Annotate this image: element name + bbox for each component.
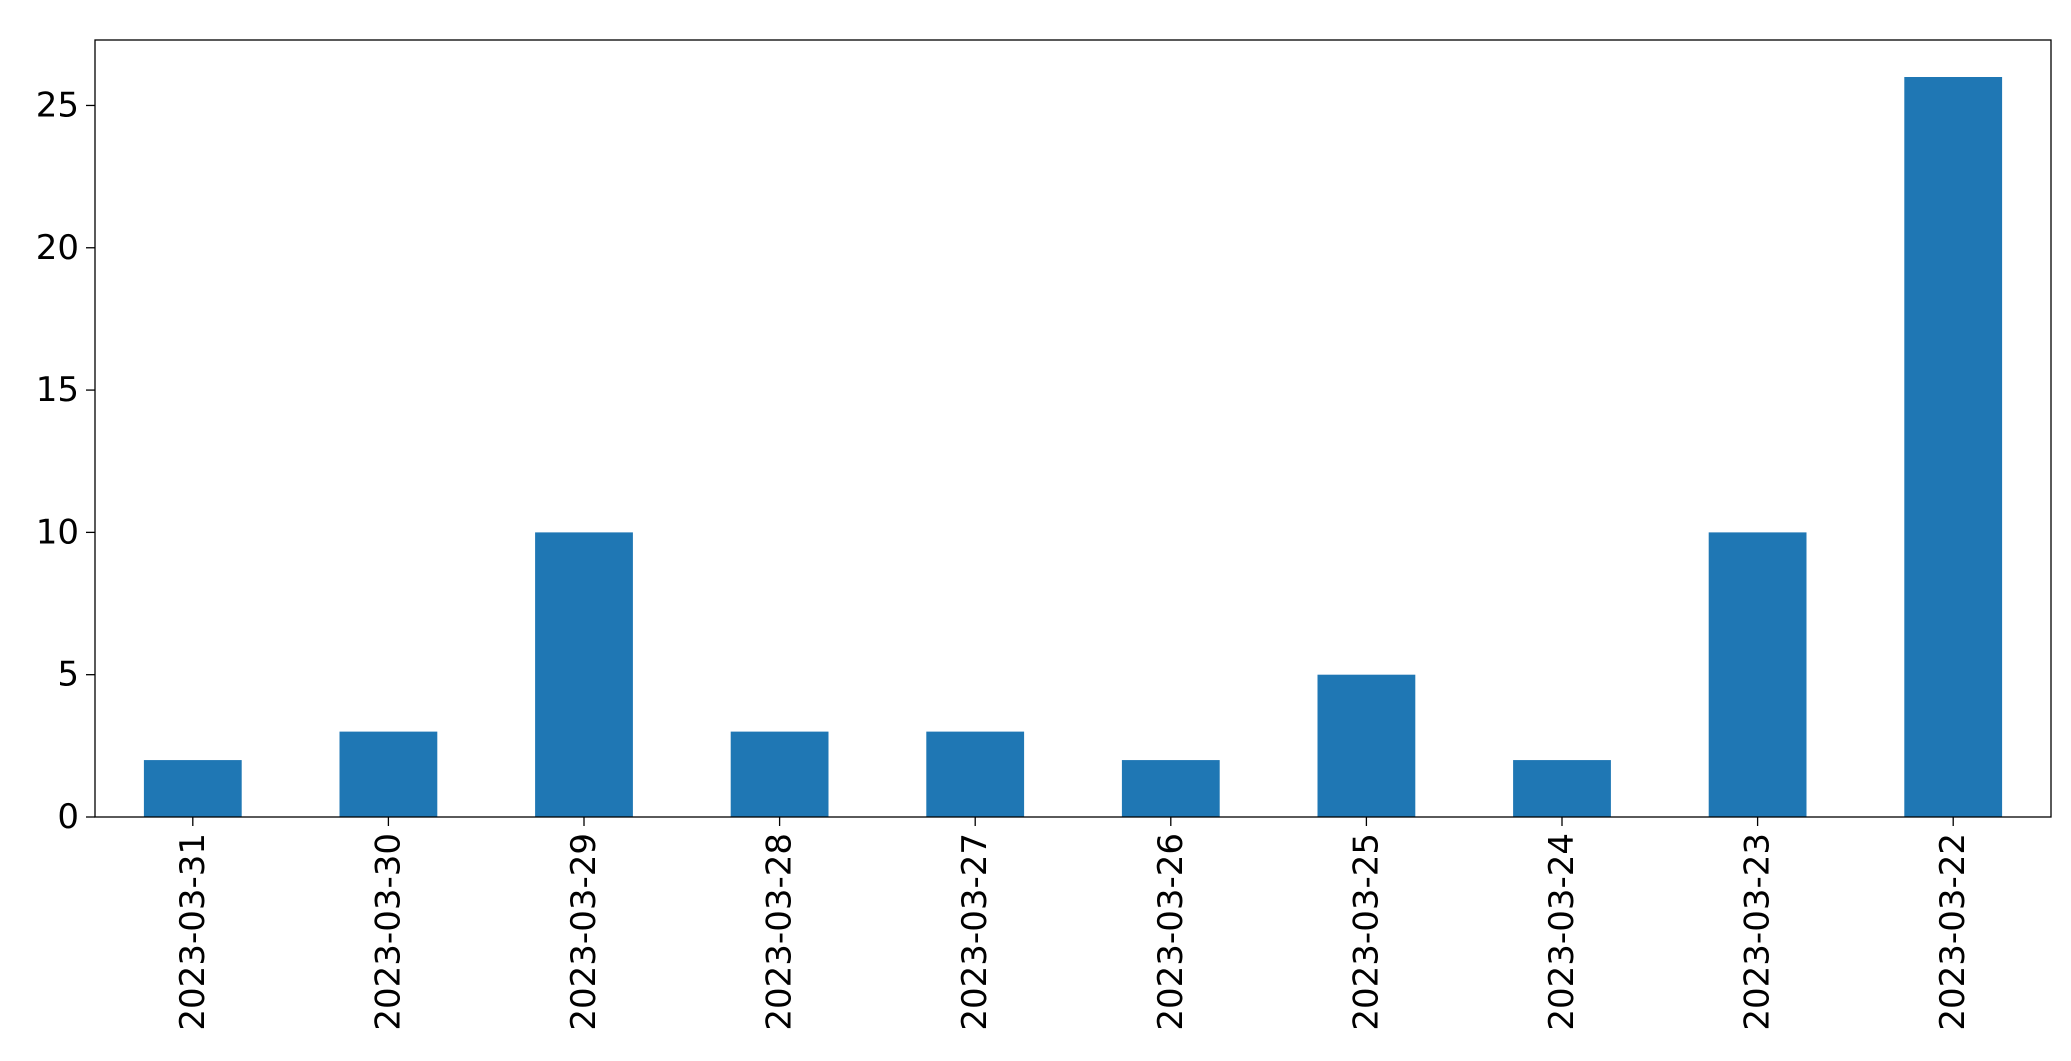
- x-tick-label: 2023-03-29: [564, 833, 604, 1031]
- y-tick-label: 20: [36, 228, 79, 268]
- y-tick-label: 10: [36, 512, 79, 552]
- bar: [1904, 77, 2003, 817]
- x-tick-label: 2023-03-27: [955, 833, 995, 1031]
- x-tick-label: 2023-03-25: [1346, 833, 1386, 1031]
- bar: [1708, 532, 1807, 817]
- x-tick-label: 2023-03-26: [1151, 833, 1191, 1031]
- y-tick-label: 15: [36, 370, 79, 410]
- x-tick-label: 2023-03-30: [368, 833, 408, 1031]
- bar: [339, 731, 438, 817]
- bar: [143, 760, 242, 817]
- plot-frame: [94, 39, 2052, 818]
- bar: [926, 731, 1025, 817]
- y-tick-label: 5: [57, 655, 79, 695]
- bar: [1513, 760, 1611, 817]
- x-tick-label: 2023-03-28: [760, 833, 800, 1031]
- bar: [1317, 674, 1416, 817]
- y-tick-label: 0: [57, 797, 79, 837]
- x-tick-label: 2023-03-31: [173, 833, 213, 1031]
- bar: [730, 731, 829, 817]
- y-tick-label: 25: [36, 85, 79, 125]
- bar: [535, 532, 633, 817]
- bar: [1121, 760, 1220, 817]
- x-tick-label: 2023-03-23: [1738, 833, 1778, 1031]
- x-tick-label: 2023-03-24: [1542, 833, 1582, 1031]
- x-tick-label: 2023-03-22: [1933, 833, 1973, 1031]
